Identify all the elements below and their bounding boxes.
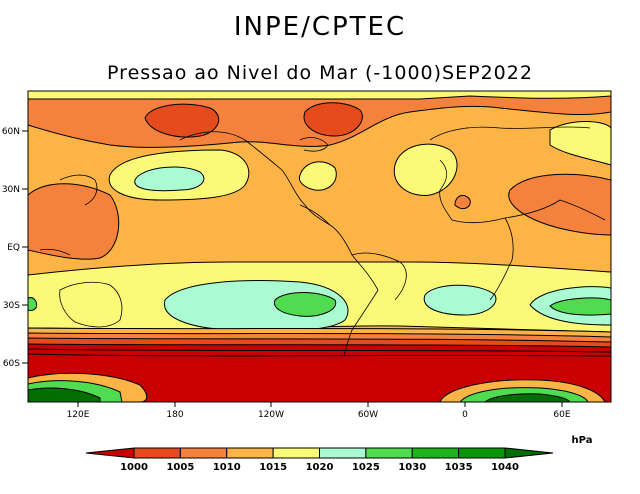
colorbar-swatch [272,447,320,459]
high-north-pacific-core [134,166,205,192]
isobar-line [28,353,611,357]
high-antarctica-west-core [28,387,101,402]
lon-ticks [77,402,563,407]
low-iceland [303,102,363,137]
lon-label-0: 0 [462,410,468,420]
lat-label-30s: 30S [3,301,20,311]
colorbar-level-label: 1030 [398,462,426,473]
lat-ticks [22,130,28,364]
colorbar-swatch-above [504,447,554,459]
high-azores [393,143,458,196]
map-title: Pressao ao Nivel do Mar (-1000)SEP2022 [107,62,533,84]
map-field [28,91,611,402]
lat-label-30n: 30N [2,185,20,195]
high-south-atlantic [423,284,497,316]
lon-label-180: 180 [166,410,183,420]
colorbar: 1000 1005 1010 1015 1020 1025 1030 1035 1040 [85,447,554,473]
lat-label-60n: 60N [2,127,20,137]
lat-label-eq: EQ [7,243,20,253]
colorbar-swatch-below [85,447,135,459]
high-south-pacific-core [273,292,337,317]
colorbar-swatch [133,447,181,459]
colorbar-level-label: 1005 [166,462,194,473]
low-asia-monsoon [508,173,611,236]
colorbar-level-label: 1020 [306,462,334,473]
colorbar-level-label: 1035 [445,462,473,473]
isobar-line [28,348,611,353]
colorbar-level-label: 1010 [213,462,241,473]
high-eurasia [549,121,611,166]
colorbar-swatch [319,447,367,459]
lat-label-60s: 60S [3,359,20,369]
colorbar-level-label: 1000 [120,462,148,473]
low-north-pacific [144,103,220,138]
high-arctic [28,91,611,100]
lon-label-120e: 120E [67,410,90,420]
colorbar-level-label: 1040 [491,462,519,473]
high-antarctica-east-core [484,393,571,402]
colorbar-swatch [179,447,228,459]
high-australia-core [28,297,37,311]
colorbar-swatch [226,447,274,459]
high-north-america [298,161,337,191]
lon-label-60e: 60E [553,410,570,420]
colorbar-swatch [458,447,506,459]
low-sahara [454,194,471,210]
colorbar-unit: hPa [572,435,593,446]
lon-label-120w: 120W [258,410,284,420]
lon-label-60w: 60W [358,410,378,420]
low-west-pacific [28,183,120,260]
colorbar-swatch [411,447,460,459]
high-indian-ocean-core [549,297,611,316]
colorbar-swatch [365,447,413,459]
colorbar-level-label: 1015 [259,462,287,473]
org-title: INPE/CPTEC [233,12,407,42]
coastlines [39,126,606,356]
colorbar-level-label: 1025 [352,462,380,473]
